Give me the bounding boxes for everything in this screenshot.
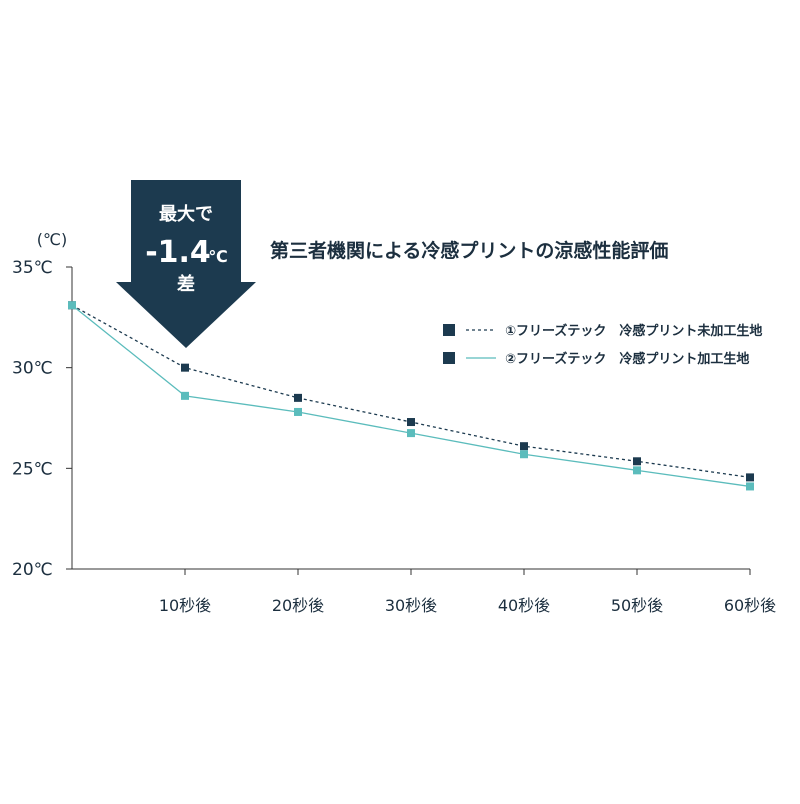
point: [746, 473, 754, 482]
y-tick-label: 35℃: [12, 258, 53, 278]
x-tick-label: 30秒後: [385, 596, 437, 615]
point: [520, 450, 528, 459]
point: [633, 466, 641, 475]
annotation-unit: ℃: [208, 247, 227, 266]
point: [520, 442, 528, 451]
point: [294, 393, 302, 402]
point: [294, 407, 302, 416]
point: [633, 457, 641, 466]
y-tick-label: 30℃: [12, 359, 53, 379]
y-tick-label: 25℃: [12, 459, 53, 479]
x-tick-label: 50秒後: [611, 596, 663, 615]
point: [407, 429, 415, 438]
point: [181, 391, 189, 400]
point: [746, 482, 754, 491]
annotation-top: 最大で: [159, 203, 213, 225]
legend-marker: [443, 324, 455, 336]
arrow: [116, 180, 256, 348]
annotation-value: -1.4: [145, 235, 211, 270]
x-tick-label: 10秒後: [159, 596, 211, 615]
legend-label: ②フリーズテック 冷感プリント加工生地: [505, 351, 749, 367]
point: [68, 301, 76, 310]
point: [181, 363, 189, 372]
legend-label: ①フリーズテック 冷感プリント未加工生地: [505, 323, 762, 339]
x-tick-label: 40秒後: [498, 596, 550, 615]
annotation-bottom: 差: [177, 273, 195, 295]
x-tick-label: 20秒後: [272, 596, 324, 615]
y-unit: (℃): [37, 230, 67, 249]
y-tick-label: 20℃: [12, 560, 53, 580]
x-tick-label: 60秒後: [724, 596, 776, 615]
legend-marker: [443, 352, 455, 364]
point: [407, 418, 415, 427]
chart-title: 第三者機関による冷感プリントの涼感性能評価: [270, 239, 668, 262]
